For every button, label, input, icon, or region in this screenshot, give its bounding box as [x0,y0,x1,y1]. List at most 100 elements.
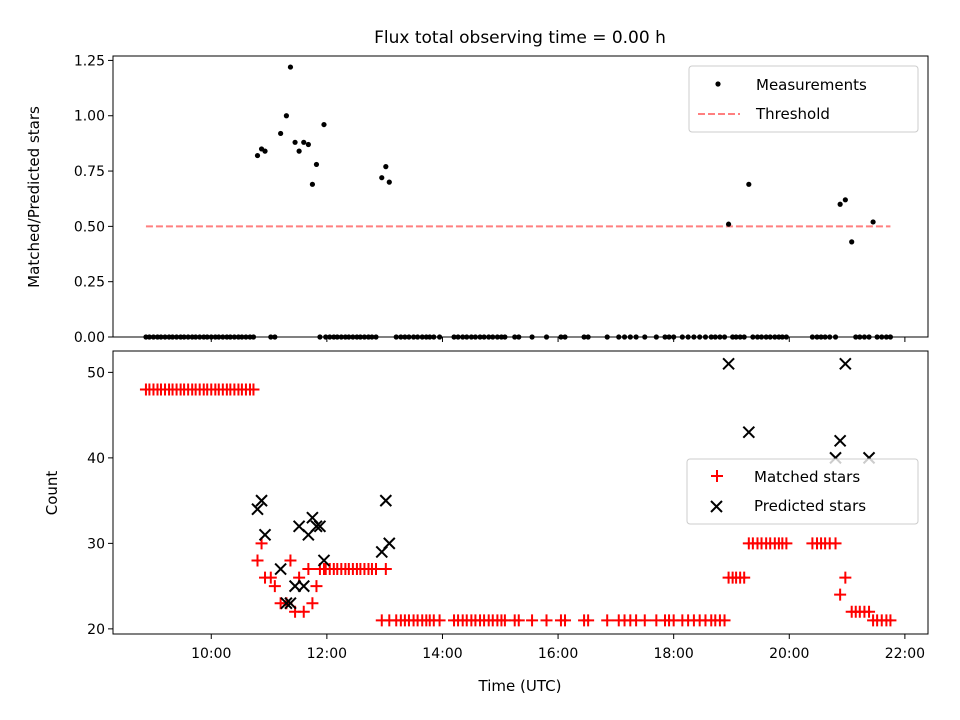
predicted-star-point [258,528,272,542]
measurement-point [861,334,868,340]
measurement-point [398,334,404,340]
predicted-star-point [284,597,297,610]
measurement-point [327,334,333,340]
measurement-point [169,334,176,340]
measurement-point [415,334,421,340]
measurement-point [818,334,824,340]
matched-star-point [582,614,595,627]
measurement-point [296,148,302,154]
matched-star-point [526,614,539,627]
matched-star-point [302,563,315,576]
measurement-point [410,334,417,340]
matched-star-point [638,614,651,627]
measurement-point [436,334,443,340]
bottom-x-tick-label: 12:00 [307,646,347,662]
matched-star-point [780,537,793,550]
measurement-point [558,334,564,340]
measurement-point [814,334,820,340]
measurement-point [321,121,327,128]
measurement-point [185,334,191,340]
measurement-point [666,334,672,340]
measurement-point [272,334,278,340]
matched-star-point [268,580,281,593]
measurement-point [468,334,474,340]
measurement-point [857,334,863,340]
measurement-point [763,334,769,340]
predicted-star-point [313,520,327,533]
top-panel: 0.00 0.25 0.50 0.75 1.00 1.25 Matched/Predict… [25,53,929,346]
bottom-x-tick-label: 10:00 [191,646,231,662]
measurement-point [754,334,761,340]
measurement-point [373,334,379,340]
measurement-point [837,201,843,207]
predicted-star-point [383,537,396,550]
measurement-point [772,334,778,340]
measurement-point [146,334,153,340]
measurement-point [216,334,222,340]
chart-title: Flux total observing time = 0.00 h [374,28,666,48]
measurement-point [758,334,765,340]
measurement-point [712,334,718,340]
predicted-star-point [255,494,268,507]
measurement-point [809,334,815,340]
matched-star-point [297,605,310,618]
measurement-point [346,334,352,340]
measurement-point [604,334,610,340]
measurement-point [427,334,433,340]
legend-predicted-label: Predicted stars [754,497,866,515]
measurement-point [305,141,311,148]
measurement-point [581,334,587,340]
bottom-x-tick-label: 20:00 [769,646,809,662]
measurement-point [737,334,743,340]
measurement-point [254,152,261,159]
bottom-x-ticks: 10:00 12:00 14:00 16:00 18:00 20:00 22:00 [191,634,925,662]
measurement-point [369,334,375,340]
predicted-star-point [310,520,323,533]
bottom-x-tick-label: 14:00 [422,646,462,662]
measurement-point [383,164,389,170]
top-y-tick-label: 0.25 [74,275,105,291]
predicted-star-point [274,562,287,576]
measurement-point [516,334,522,340]
measurement-point [490,334,496,340]
top-x-ticks [210,337,906,342]
measurement-point [193,334,199,340]
measurement-point [779,334,785,340]
measurement-point [334,334,340,340]
measurement-point [879,334,885,340]
measurement-point [262,148,268,154]
measurement-point [361,334,368,340]
measurement-point [162,334,168,340]
measurement-point [486,334,492,340]
matched-star-point [310,580,323,593]
legend-matched-label: Matched stars [754,468,860,486]
matched-star-point [829,537,842,550]
measurement-point [309,181,316,187]
top-y-axis-label: Matched/Predicted stars [25,106,43,288]
measurement-point [671,334,677,340]
measurement-point [849,239,855,245]
measurement-point [842,197,848,203]
measurement-point [832,334,839,340]
measurement-point [431,334,437,340]
measurement-point [292,139,298,145]
legend-measurements-label: Measurements [756,76,867,94]
measurement-point [741,334,747,340]
bottom-y-axis-label: Count [43,471,61,516]
bottom-legend-box [686,458,919,525]
measurement-point [621,334,628,340]
measurement-point [406,334,412,340]
measurement-point [874,334,880,340]
measurement-point [451,334,457,340]
measurement-point [783,334,789,340]
legend-measurements-marker [715,81,721,87]
measurement-point [822,334,828,340]
matched-star-point [284,554,297,567]
top-y-tick-label: 1.00 [74,109,105,125]
measurement-point [287,64,294,70]
measurement-point [746,181,752,187]
matched-star-point [251,554,264,567]
matched-star-point [839,571,852,584]
measurement-point [301,139,307,145]
matched-star-point [884,614,897,627]
